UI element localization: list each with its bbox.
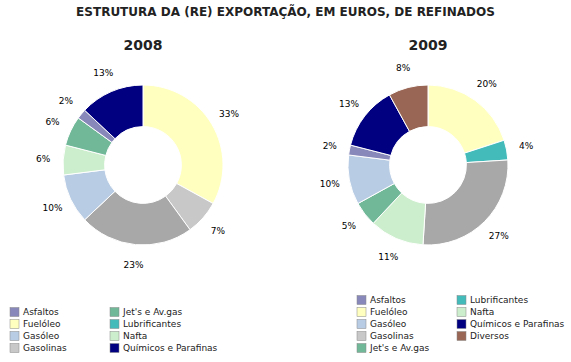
legend-swatch	[457, 308, 466, 317]
slices	[348, 85, 508, 245]
data-label: 10%	[43, 203, 63, 213]
data-label: 20%	[477, 79, 497, 89]
legend-label: Químicos e Parafinas	[470, 319, 565, 329]
legend-label: Gasóleo	[370, 319, 407, 329]
data-label: 6%	[36, 154, 51, 164]
data-labels: 33% 7% 23% 10% 6% 6% 2% 13%	[36, 68, 239, 269]
donut-chart: 2008 33% 7% 23% 10% 6% 6% 2% 13%	[36, 37, 239, 270]
legend-label: Fuelóleo	[370, 307, 408, 317]
slice	[389, 85, 428, 131]
chart-title: 2009	[409, 37, 448, 53]
data-label: 8%	[396, 63, 411, 73]
legend: Asfaltos Fuelóleo Gasóleo Gasolinas Jet's e …	[10, 307, 218, 353]
data-label: 33%	[219, 109, 239, 119]
legend-swatch	[10, 320, 19, 329]
slice	[428, 85, 504, 153]
legend: Asfaltos Fuelóleo Gasóleo Gasolinas Jet's e …	[357, 295, 565, 353]
legend-swatch	[10, 344, 19, 353]
legend-swatch	[10, 308, 19, 317]
legend-swatch	[110, 344, 119, 353]
legend-label: Gasóleo	[23, 331, 60, 341]
slice	[143, 85, 223, 204]
legend-swatch	[457, 296, 466, 305]
data-label: 23%	[124, 260, 144, 270]
legend-swatch	[457, 332, 466, 341]
data-labels: 20% 4% 27% 11% 5% 10% 2% 13% 8%	[320, 63, 534, 262]
data-label: 6%	[45, 117, 60, 127]
slice	[85, 85, 143, 139]
slice	[465, 140, 508, 162]
data-label: 11%	[378, 252, 398, 262]
legend-label: Jet's e Av.gas	[369, 343, 429, 353]
legend-label: Asfaltos	[370, 295, 406, 305]
legend-label: Fuelóleo	[23, 319, 61, 329]
data-label: 7%	[211, 226, 226, 236]
legend-label: Químicos e Parafinas	[123, 343, 218, 353]
chart-title: 2008	[124, 37, 163, 53]
legend-label: Jet's e Av.gas	[122, 307, 182, 317]
slices	[63, 85, 223, 245]
data-label: 13%	[93, 68, 113, 78]
legend-swatch	[110, 320, 119, 329]
title: ESTRUTURA DA (RE) EXPORTAÇÃO, EM EUROS, …	[76, 4, 495, 19]
slice	[64, 170, 115, 220]
data-label: 5%	[342, 221, 357, 231]
data-label: 2%	[59, 96, 74, 106]
legend-swatch	[110, 332, 119, 341]
legend-label: Gasolinas	[370, 331, 414, 341]
legend-swatch	[357, 296, 366, 305]
legend-swatch	[357, 320, 366, 329]
data-label: 4%	[519, 141, 534, 151]
legend-label: Nafta	[470, 307, 494, 317]
data-label: 13%	[339, 99, 359, 109]
data-label: 27%	[489, 231, 509, 241]
data-label: 2%	[323, 141, 338, 151]
legend-label: Asfaltos	[23, 307, 59, 317]
legend-swatch	[357, 344, 366, 353]
legend-swatch	[110, 308, 119, 317]
legend-swatch	[357, 332, 366, 341]
donut-chart: 2009 20% 4% 27% 11% 5% 10% 2% 13% 8%	[320, 37, 534, 262]
legend-swatch	[457, 320, 466, 329]
slice	[348, 155, 394, 204]
legend-label: Lubrificantes	[123, 319, 181, 329]
chart: ESTRUTURA DA (RE) EXPORTAÇÃO, EM EUROS, …	[0, 0, 571, 362]
legend-swatch	[10, 332, 19, 341]
data-label: 10%	[320, 179, 340, 189]
legend-label: Gasolinas	[23, 343, 67, 353]
legend-swatch	[357, 308, 366, 317]
legend-label: Diversos	[470, 331, 509, 341]
legend-label: Lubrificantes	[470, 295, 528, 305]
legend-label: Nafta	[123, 331, 147, 341]
